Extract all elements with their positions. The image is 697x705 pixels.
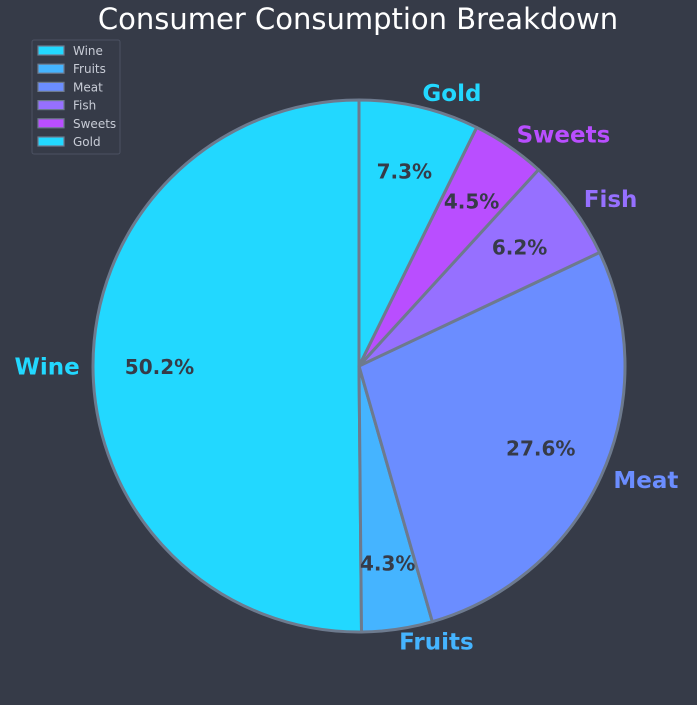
percent-label-fruits: 4.3% (360, 551, 415, 575)
legend-swatch-fruits (37, 63, 65, 74)
legend-swatch-meat (37, 81, 65, 93)
legend-swatch-gold (37, 136, 65, 147)
category-label-gold: Gold (422, 81, 481, 107)
category-label-fish: Fish (584, 187, 638, 213)
legend: Wine Fruits Meat Fish Sweets Gold (31, 39, 121, 155)
legend-swatch-sweets (37, 118, 65, 129)
percent-label-wine: 50.2% (125, 355, 194, 379)
percent-label-sweets: 4.5% (444, 189, 499, 213)
legend-label-sweets: Sweets (73, 117, 116, 131)
category-label-wine: Wine (14, 354, 79, 380)
slice-gold (357, 98, 479, 368)
legend-swatch-fish (37, 99, 65, 111)
category-label-sweets: Sweets (517, 122, 611, 148)
legend-label-fruits: Fruits (73, 62, 106, 76)
slice-wine (91, 98, 364, 634)
legend-label-wine: Wine (73, 44, 103, 58)
percent-labels: 50.2% 4.3% 27.6% 6.2% 4.5% 7.3% (125, 160, 576, 576)
slice-meat (357, 250, 627, 624)
legend-label-fish: Fish (73, 99, 96, 113)
category-label-meat: Meat (613, 468, 678, 494)
legend-label-gold: Gold (73, 135, 101, 149)
legend-swatch-wine (37, 45, 65, 56)
pie-slices (91, 98, 627, 634)
percent-label-fish: 6.2% (492, 236, 547, 260)
category-labels: Wine Fruits Meat Fish Sweets Gold (14, 81, 678, 655)
legend-label-meat: Meat (73, 80, 103, 94)
chart-title: Consumer Consumption Breakdown (98, 2, 618, 36)
category-label-fruits: Fruits (399, 629, 474, 655)
percent-label-meat: 27.6% (506, 436, 575, 460)
percent-label-gold: 7.3% (377, 160, 432, 184)
